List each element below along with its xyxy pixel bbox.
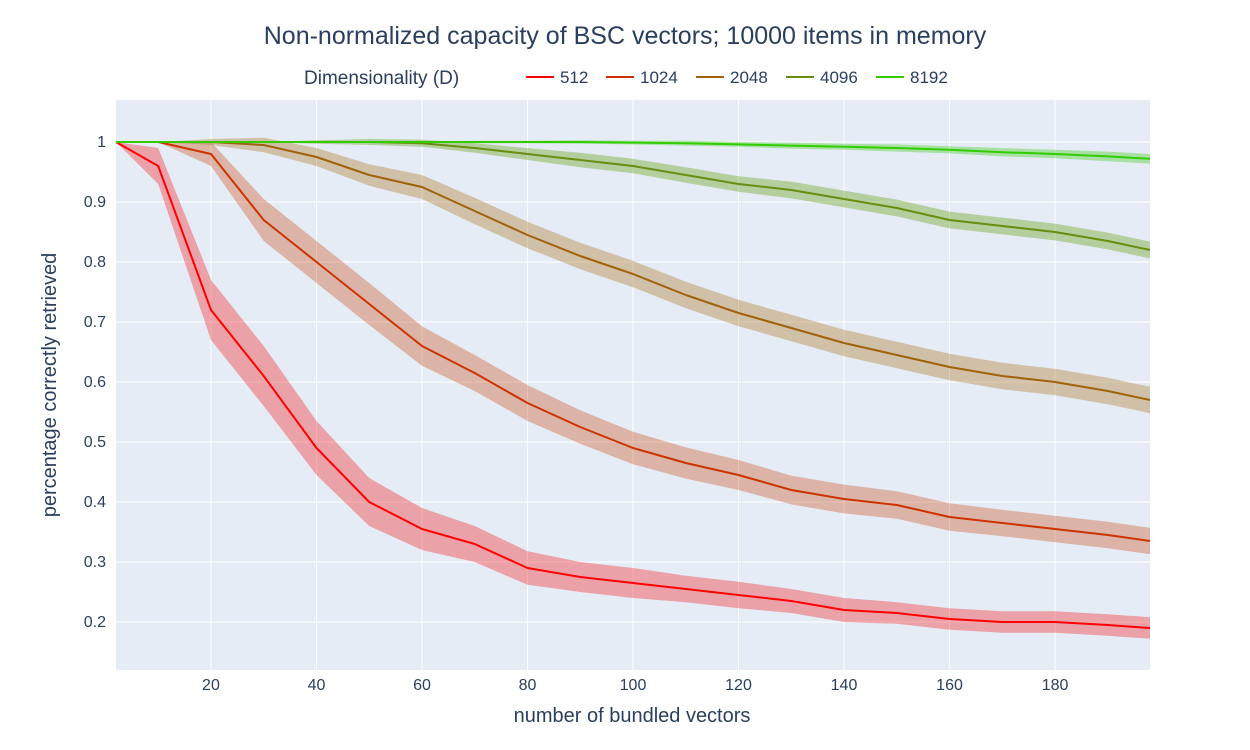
x-tick-label: 180 xyxy=(1042,677,1069,694)
y-tick-label: 0.4 xyxy=(84,494,106,511)
x-tick-label: 80 xyxy=(519,677,537,694)
legend: Dimensionality (D) 512 1024 2048 4096 8192 xyxy=(304,68,948,89)
series-line-2048 xyxy=(116,141,1151,401)
y-tick-label: 0.2 xyxy=(84,614,106,631)
series-line-1024 xyxy=(116,141,1151,542)
grid-lines xyxy=(116,100,1150,670)
legend-label-512: 512 xyxy=(560,68,588,87)
x-tick-label: 60 xyxy=(413,677,431,694)
series-lines xyxy=(115,141,1151,629)
series-line-512 xyxy=(115,141,1151,629)
band-8192 xyxy=(116,140,1150,164)
legend-label-1024: 1024 xyxy=(640,68,678,87)
band-2048 xyxy=(116,137,1150,414)
y-axis-ticks: 0.2 0.3 0.4 0.5 0.6 0.7 0.8 0.9 1 xyxy=(84,134,106,631)
y-axis-title: percentage correctly retrieved xyxy=(39,253,61,518)
y-tick-label: 0.9 xyxy=(84,194,106,211)
chart-title: Non-normalized capacity of BSC vectors; … xyxy=(264,22,987,50)
x-tick-label: 100 xyxy=(620,677,647,694)
x-tick-label: 40 xyxy=(308,677,326,694)
y-tick-label: 0.8 xyxy=(84,254,106,271)
x-axis-ticks: 20 40 60 80 100 120 140 160 180 xyxy=(202,677,1068,694)
x-axis-title: number of bundled vectors xyxy=(514,705,751,727)
series-line-8192 xyxy=(116,141,1151,160)
x-tick-label: 160 xyxy=(936,677,963,694)
confidence-bands xyxy=(116,137,1150,639)
x-tick-label: 20 xyxy=(202,677,220,694)
band-512 xyxy=(116,142,1150,639)
x-tick-label: 120 xyxy=(725,677,752,694)
band-4096 xyxy=(116,139,1150,259)
legend-label-4096: 4096 xyxy=(820,68,858,87)
legend-label-8192: 8192 xyxy=(910,68,948,87)
y-tick-label: 1 xyxy=(97,134,106,151)
legend-title: Dimensionality (D) xyxy=(304,68,459,89)
legend-label-2048: 2048 xyxy=(730,68,768,87)
y-tick-label: 0.6 xyxy=(84,374,106,391)
y-tick-label: 0.7 xyxy=(84,314,106,331)
y-tick-label: 0.5 xyxy=(84,434,106,451)
y-tick-label: 0.3 xyxy=(84,554,106,571)
x-tick-label: 140 xyxy=(831,677,858,694)
